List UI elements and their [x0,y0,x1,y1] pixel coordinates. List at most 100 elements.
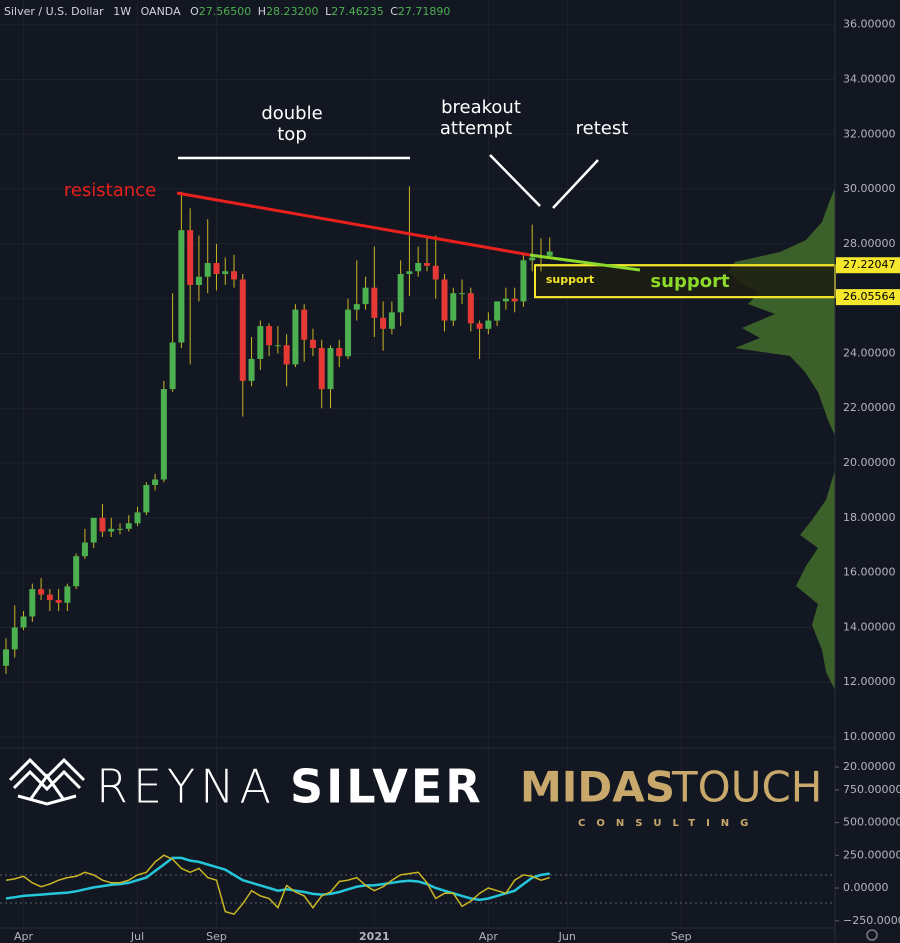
x-tick-label: Sep [206,930,227,943]
brand-midas: MIDAS [520,763,675,812]
candle-body [55,600,62,603]
candle-body [99,517,106,532]
support-zone [534,264,836,299]
candle-body [231,271,238,280]
x-tick-label: Jun [558,930,576,943]
y-tick-label: 34.00000 [843,72,896,85]
y-tick-label: −250.00000 [843,914,900,927]
annotation: breakout [441,97,521,118]
annotation: retest [576,118,629,139]
candle-body [511,298,518,302]
candle-body [450,293,457,321]
candle-body [117,528,124,530]
candle-body [345,309,352,357]
annotation: support [650,271,730,292]
candle-body [309,339,316,348]
candle-body [529,257,536,261]
candle-body [204,263,211,277]
ohlc-key: O [190,5,199,18]
candle-body [406,271,413,274]
x-tick-label: 2021 [359,930,390,943]
candle-body [46,594,53,601]
candle-body [476,323,483,329]
x-tick-label: Sep [671,930,692,943]
candle-body [257,326,264,359]
candle-body [266,326,273,346]
y-tick-label: 14.00000 [843,620,896,633]
candle-body [125,523,132,529]
candle-body [73,556,80,587]
level-label: 26.05564 [843,290,896,303]
candle-body [301,309,308,340]
candle-body [336,347,343,357]
candle-body [274,345,281,347]
candles [3,186,553,675]
y-tick-label: 0.00000 [843,881,889,894]
candle-body [11,627,18,650]
candle-body [362,287,369,305]
candle-body [459,293,466,295]
ohlc-key: C [390,5,398,18]
candle-body [283,345,290,365]
annotation: attempt [440,118,512,139]
candle-body [397,273,404,313]
candle-body [178,230,185,343]
candle-body [432,265,439,280]
brand-silver: SILVER [290,760,484,814]
candle-body [520,260,527,302]
ohlc-value: 27.46235 [331,5,384,18]
y-tick-label: 24.00000 [843,346,896,359]
breakout-arrow [489,154,541,207]
candle-body [380,317,387,329]
source: OANDA [141,5,181,18]
y-tick-label: 250.00000 [843,848,900,861]
annotations: double top breakout attempt retest resis… [64,97,730,292]
candle-body [502,298,509,302]
reyna-logo [8,757,86,806]
y-tick-label: 750.00000 [843,783,900,796]
y-tick-label: 12.00000 [843,675,896,688]
candle-body [292,309,299,365]
y-tick-label: 32.00000 [843,127,896,140]
brand-touch: TOUCH [671,763,822,812]
candle-body [239,279,246,381]
candle-body [169,342,176,390]
candle-body [248,358,255,381]
x-tick-label: Jul [130,930,144,943]
brand-reyna: REYNA [96,760,276,814]
candle-body [152,479,159,485]
candle-body [187,230,194,285]
ohlc-value: 27.56500 [199,5,252,18]
y-tick-label: 16.00000 [843,566,896,579]
x-tick-label: Apr [14,930,34,943]
retest-arrow [552,159,599,209]
candle-body [415,263,422,272]
y-tick-label: 28.00000 [843,237,896,250]
candle-body [327,347,334,390]
candle-body [64,586,71,603]
candle-body [388,312,395,329]
candle-body [20,616,27,628]
candle-body [134,512,141,524]
logo-icon [17,794,77,806]
ohlc-key: L [325,5,332,18]
interval: 1W [113,5,131,18]
ohlc-key: H [258,5,266,18]
y-tick-label: 500.00000 [843,816,900,829]
candle-body [494,301,501,321]
settings-icon[interactable] [866,929,878,941]
y-tick-label: 10.00000 [843,730,896,743]
candle-body [29,589,36,617]
candle-body [160,389,167,480]
y-tick-label: 30.00000 [843,182,896,195]
resistance-line [176,191,531,257]
candle-body [485,320,492,329]
x-tick-label: Apr [479,930,499,943]
level-label-box [836,257,900,274]
grid [0,0,835,928]
candle-body [90,517,97,543]
brand-consulting: CONSULTING [578,818,759,829]
